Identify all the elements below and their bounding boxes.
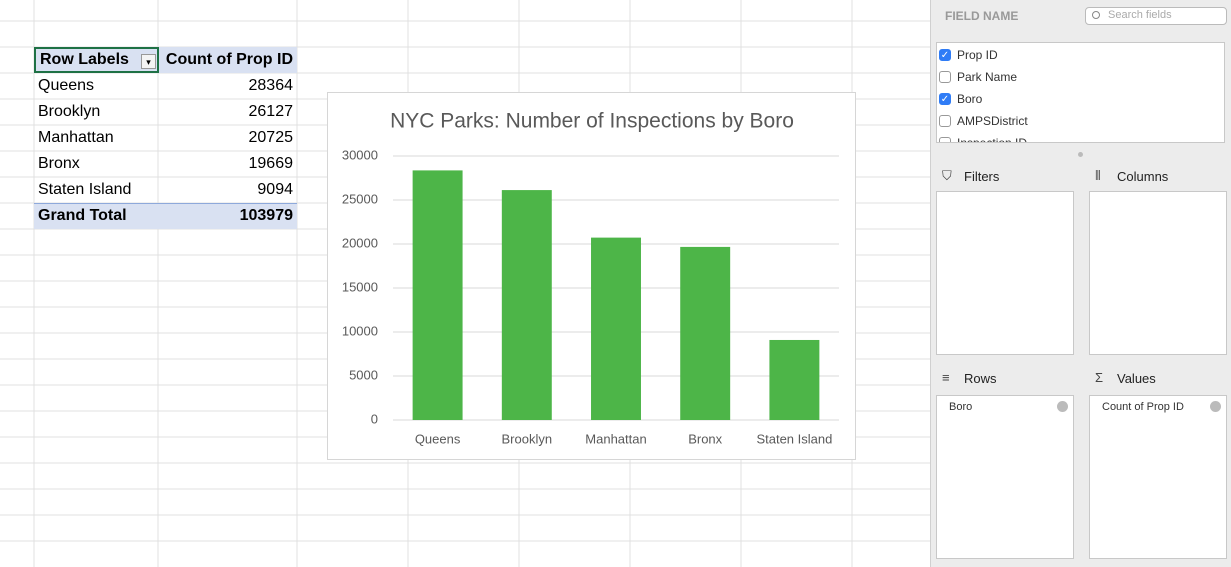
bar: [412, 170, 463, 420]
bar: [501, 190, 552, 420]
field-item[interactable]: Inspection ID: [939, 135, 1219, 143]
checkbox[interactable]: ✓: [939, 49, 951, 61]
field-label: Park Name: [957, 70, 1018, 84]
row-value: 9094: [257, 181, 293, 198]
area-box: [936, 191, 1074, 355]
row-label: Bronx: [38, 155, 80, 172]
total-band: [34, 203, 297, 229]
area-box: Boro: [936, 395, 1074, 559]
area-icon: ⛉: [942, 168, 952, 183]
row-label: Staten Island: [38, 181, 132, 198]
area-label: Rows: [964, 371, 997, 386]
area-label: Filters: [964, 169, 1000, 184]
item-label: Count of Prop ID: [1102, 401, 1184, 413]
y-tick-label: 10000: [342, 323, 378, 338]
y-tick-label: 20000: [342, 235, 378, 250]
pane-heading: FIELD NAME: [945, 9, 1019, 23]
x-tick-label: Manhattan: [585, 431, 646, 446]
bar: [680, 246, 731, 420]
checkbox[interactable]: ✓: [939, 93, 951, 105]
x-tick-label: Bronx: [688, 431, 722, 446]
header-cell: Count of Prop ID: [165, 51, 293, 68]
area-label: Columns: [1117, 169, 1169, 184]
field-item[interactable]: Park Name: [939, 69, 1219, 87]
header-band: [34, 47, 297, 73]
field-item[interactable]: ✓ Prop ID: [939, 47, 1219, 65]
row-label: Manhattan: [38, 129, 114, 146]
area-icon: ⦀: [1095, 168, 1101, 183]
area-icon: ≡: [942, 370, 950, 385]
search-icon: [1092, 11, 1100, 19]
field-pane: FIELD NAME Search fields ✓ Prop ID Park Name…: [930, 0, 1231, 567]
area-item[interactable]: Count of Prop ID: [1092, 400, 1224, 416]
info-icon: [1210, 401, 1221, 412]
area-icon: Σ: [1095, 370, 1104, 385]
y-tick-label: 25000: [342, 191, 378, 206]
field-label: AMPSDistrict: [957, 114, 1028, 128]
area-box: [1089, 191, 1227, 355]
area-box: Count of Prop ID: [1089, 395, 1227, 559]
row-label: Brooklyn: [38, 103, 101, 120]
header-cell: Row Labels: [34, 47, 159, 73]
bar: [591, 237, 641, 420]
field-label: Boro: [957, 92, 983, 106]
area-item[interactable]: Boro: [939, 400, 1071, 416]
bar: [769, 339, 820, 420]
x-tick-label: Queens: [415, 431, 461, 446]
area-label: Values: [1117, 371, 1156, 386]
filter-button[interactable]: ▾: [141, 54, 156, 69]
x-tick-label: Staten Island: [756, 431, 832, 446]
total-value: 103979: [239, 207, 293, 224]
row-value: 26127: [248, 103, 294, 120]
search-placeholder: Search fields: [1108, 9, 1172, 21]
field-list: ✓ Prop ID Park Name ✓ Boro AMPSDistrict Inspec…: [936, 42, 1225, 143]
search-box[interactable]: Search fields: [1085, 7, 1227, 25]
row-value: 20725: [248, 129, 294, 146]
y-tick-label: 0: [371, 411, 378, 426]
row-value: 28364: [248, 77, 294, 94]
chart-frame: NYC Parks: Number of Inspections by Boro…: [327, 92, 856, 460]
total-label: Grand Total: [38, 207, 127, 224]
field-item[interactable]: AMPSDistrict: [939, 113, 1219, 131]
item-label: Boro: [949, 401, 973, 413]
checkbox[interactable]: [939, 71, 951, 83]
info-icon: [1057, 401, 1068, 412]
row-label: Queens: [38, 77, 95, 94]
chart-title: NYC Parks: Number of Inspections by Boro: [390, 110, 794, 133]
field-label: Prop ID: [957, 48, 998, 62]
field-item[interactable]: ✓ Boro: [939, 91, 1219, 109]
x-tick-label: Brooklyn: [502, 431, 553, 446]
y-tick-label: 15000: [342, 279, 378, 294]
y-tick-label: 5000: [349, 367, 378, 382]
chart: NYC Parks: Number of Inspections by Boro…: [342, 110, 839, 446]
row-value: 19669: [248, 155, 294, 172]
splitter-dot: [1078, 152, 1083, 157]
checkbox[interactable]: [939, 115, 951, 127]
field-label: Inspection ID: [957, 136, 1028, 143]
checkbox[interactable]: [939, 137, 951, 142]
y-tick-label: 30000: [342, 147, 378, 162]
